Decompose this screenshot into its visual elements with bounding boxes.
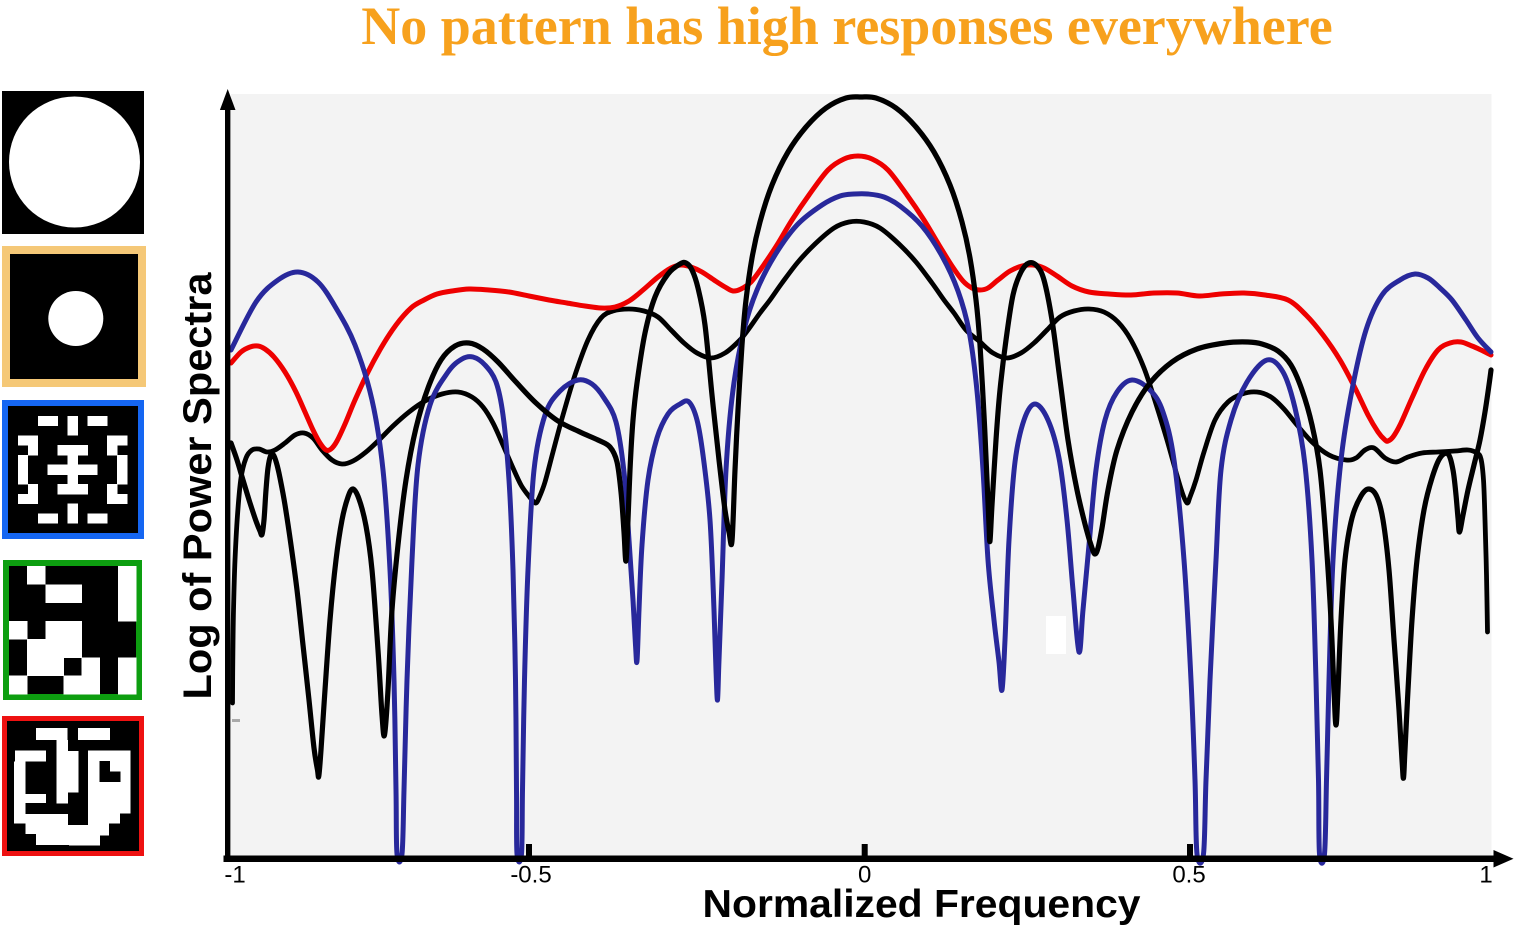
svg-text:1: 1	[1479, 862, 1492, 889]
svg-text:Normalized Frequency: Normalized Frequency	[703, 883, 1141, 926]
svg-text:-1: -1	[224, 862, 245, 889]
svg-text:No pattern has high responses: No pattern has high responses everywhere	[361, 0, 1332, 56]
svg-text:-0.5: -0.5	[510, 862, 551, 889]
svg-text:Log of Power Spectra: Log of Power Spectra	[176, 272, 220, 700]
svg-text:0.5: 0.5	[1172, 862, 1205, 889]
svg-text:0: 0	[858, 862, 871, 889]
